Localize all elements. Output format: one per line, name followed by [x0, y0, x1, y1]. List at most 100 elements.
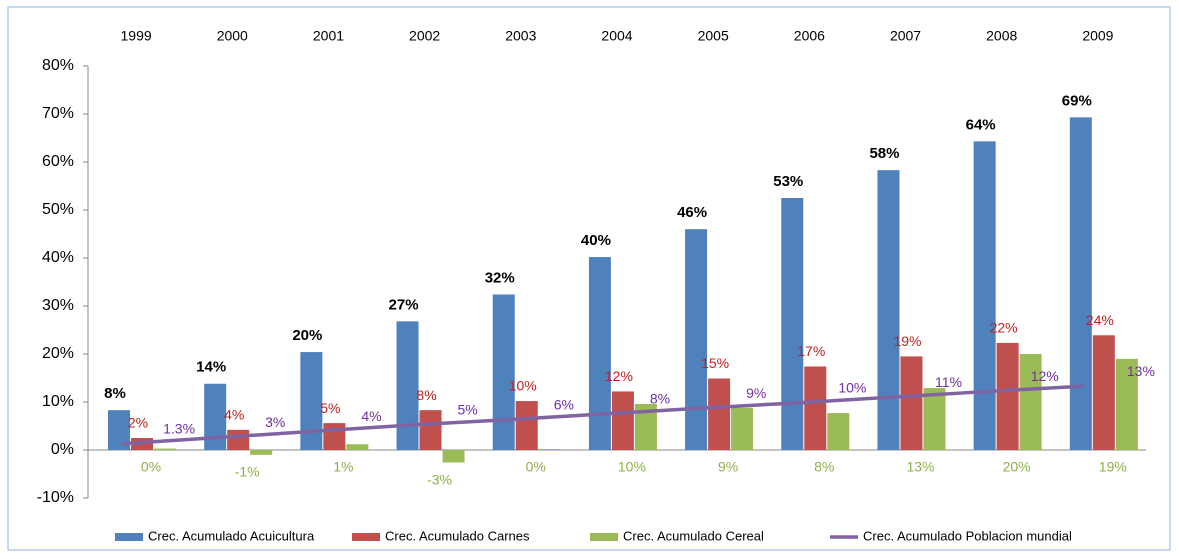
y-tick-label: 0% [51, 441, 74, 458]
bar [634, 403, 657, 450]
bar [515, 401, 538, 450]
bar [250, 450, 273, 455]
bar [781, 198, 804, 450]
x-tick-label: 2002 [409, 28, 440, 44]
bar [708, 378, 731, 450]
bar [1092, 335, 1115, 450]
data-label: 2% [128, 415, 148, 431]
data-label: 22% [990, 320, 1018, 336]
data-label: 15% [701, 355, 729, 371]
x-tick-label: 2004 [601, 28, 632, 44]
legend-swatch [352, 533, 380, 541]
bar [1019, 354, 1042, 450]
bar [827, 413, 850, 450]
data-label: 13% [906, 459, 934, 475]
bar [1115, 358, 1138, 450]
data-label: -1% [235, 464, 260, 480]
x-tick-label: 2007 [890, 28, 921, 44]
bar [685, 229, 708, 450]
y-tick-label: 20% [42, 345, 74, 362]
data-label: 8% [416, 387, 436, 403]
data-label: 10% [838, 380, 866, 396]
bar [227, 429, 250, 450]
data-label: 13% [1127, 363, 1155, 379]
bar [588, 257, 611, 450]
bar [1069, 117, 1092, 451]
y-tick-label: 70% [42, 105, 74, 122]
bar [900, 356, 923, 450]
data-label: 32% [485, 269, 515, 286]
y-tick-label: 40% [42, 249, 74, 266]
data-label: 8% [104, 385, 126, 402]
data-label: 17% [797, 343, 825, 359]
data-label: 69% [1062, 92, 1092, 109]
data-label: 24% [1086, 312, 1114, 328]
bar [300, 352, 323, 450]
data-label: 20% [1003, 459, 1031, 475]
data-label: 12% [605, 368, 633, 384]
bar [731, 407, 754, 450]
legend-label: Crec. Acumulado Acuicultura [148, 528, 315, 543]
data-label: 12% [1031, 368, 1059, 384]
bar [996, 342, 1019, 450]
data-label: 10% [509, 378, 537, 394]
bar [396, 321, 419, 450]
y-tick-label: 30% [42, 297, 74, 314]
data-label: 9% [746, 385, 766, 401]
bar [154, 448, 176, 450]
data-label: 8% [650, 391, 670, 407]
legend-swatch [590, 533, 618, 541]
data-label: 11% [935, 374, 962, 390]
data-label: 8% [814, 459, 834, 475]
x-tick-label: 2003 [505, 28, 536, 44]
y-tick-label: 10% [42, 393, 74, 410]
bar [492, 294, 515, 450]
x-tick-label: 2000 [217, 28, 248, 44]
data-label: 19% [893, 333, 921, 349]
data-label: 10% [618, 459, 646, 475]
bar [973, 141, 996, 451]
bar [923, 388, 946, 450]
data-label: 58% [869, 145, 899, 162]
x-tick-label: 2009 [1082, 28, 1113, 44]
data-label: 1.3% [163, 420, 195, 436]
data-label: 64% [966, 116, 996, 133]
bar [877, 170, 900, 450]
line [121, 384, 1085, 446]
x-tick-label: 2005 [698, 28, 729, 44]
data-label: 53% [773, 173, 803, 190]
legend-label: Crec. Acumulado Cereal [623, 528, 764, 543]
x-tick-label: 1999 [121, 28, 152, 44]
data-label: 6% [554, 396, 574, 412]
data-label: 20% [292, 327, 322, 344]
x-tick-label: 2006 [794, 28, 825, 44]
legend-swatch [115, 533, 143, 541]
x-tick-label: 2001 [313, 28, 344, 44]
data-label: 5% [320, 400, 340, 416]
y-tick-label: 50% [42, 201, 74, 218]
bar [442, 450, 465, 463]
data-label: 3% [265, 414, 285, 430]
data-label: 14% [196, 359, 226, 376]
y-tick-label: -10% [37, 489, 74, 506]
bar [419, 410, 442, 450]
bar [538, 449, 561, 450]
data-label: 0% [141, 459, 161, 475]
data-label: 4% [224, 407, 244, 423]
data-label: 9% [718, 459, 738, 475]
bar [108, 410, 130, 450]
legend-label: Crec. Acumulado Carnes [385, 528, 530, 543]
bar [204, 383, 227, 450]
bar [804, 366, 827, 450]
bar [611, 391, 634, 450]
x-tick-label: 2008 [986, 28, 1017, 44]
y-tick-label: 60% [42, 153, 74, 170]
data-label: 4% [361, 408, 381, 424]
data-label: 40% [581, 232, 611, 249]
bar [346, 444, 369, 450]
data-label: 19% [1099, 459, 1127, 475]
data-label: 1% [333, 459, 353, 475]
data-label: 5% [458, 402, 478, 418]
